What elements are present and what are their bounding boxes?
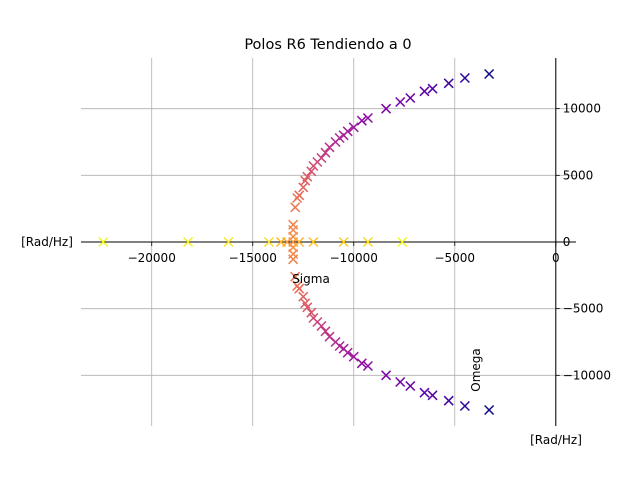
- pole-marker: [381, 370, 392, 381]
- pole-marker: [263, 236, 274, 248]
- pole-marker: [342, 347, 353, 358]
- x-axis-label: Sigma: [292, 272, 330, 286]
- pole-marker: [338, 236, 349, 248]
- pole-marker: [348, 351, 359, 362]
- pole-marker: [443, 395, 454, 406]
- pole-marker: [306, 307, 317, 318]
- pole-marker: [459, 72, 470, 84]
- pole-marker: [302, 302, 313, 313]
- pole-marker: [405, 380, 416, 392]
- pole-marker: [484, 68, 495, 80]
- y-tick-label: 0: [563, 235, 571, 249]
- y-tick-label: −10000: [563, 368, 611, 382]
- pole-marker: [316, 320, 327, 332]
- pole-marker: [427, 390, 438, 401]
- chart-title: Polos R6 Tendiendo a 0: [244, 37, 411, 53]
- pole-marker: [362, 236, 373, 248]
- pole-marker: [288, 254, 299, 265]
- axis-ticks: −20000 −15000 −10000 −5000 0 −10000 −5000 0 5000…: [128, 102, 611, 383]
- pole-marker: [397, 236, 408, 248]
- pole-marker: [356, 358, 367, 369]
- x-tick-label: −5000: [434, 251, 475, 265]
- pole-marker: [362, 360, 373, 372]
- pole-marker: [443, 78, 454, 89]
- pole-marker: [427, 83, 438, 94]
- pole-marker: [290, 271, 301, 282]
- y-tick-label: −5000: [563, 302, 604, 316]
- y-unit-label: [Rad/Hz]: [530, 433, 582, 447]
- pole-marker: [362, 112, 373, 124]
- x-tick-label: 0: [552, 251, 560, 265]
- x-tick-label: −15000: [229, 251, 277, 265]
- pole-marker: [294, 236, 305, 248]
- pole-marker: [484, 404, 495, 416]
- y-axis-label: Omega: [469, 348, 483, 392]
- pole-marker: [356, 115, 367, 126]
- pole-marker: [459, 400, 470, 412]
- x-unit-label: [Rad/Hz]: [21, 235, 73, 249]
- x-tick-label: −10000: [330, 251, 378, 265]
- pole-marker: [223, 236, 234, 248]
- pole-marker: [292, 192, 303, 204]
- pole-marker: [298, 291, 309, 302]
- pole-marker: [395, 376, 406, 388]
- pole-marker: [324, 142, 335, 153]
- x-tick-label: −20000: [128, 251, 176, 265]
- pole-marker: [348, 122, 359, 133]
- pole-marker: [308, 160, 319, 172]
- pole-marker: [275, 236, 287, 248]
- pole-marker: [320, 147, 331, 158]
- pole-marker: [98, 236, 109, 248]
- pole-marker: [183, 236, 194, 248]
- pole-marker: [381, 103, 392, 114]
- pole-marker: [320, 326, 331, 337]
- pole-marker: [306, 166, 317, 177]
- pole-marker: [298, 182, 309, 193]
- pole-marker: [294, 283, 305, 294]
- pole-marker: [395, 96, 406, 108]
- pole-marker: [419, 86, 430, 97]
- pole-marker: [300, 175, 311, 186]
- pole-marker: [405, 92, 416, 104]
- pole-marker: [419, 387, 430, 398]
- pole-marker: [308, 236, 319, 248]
- pole-marker: [290, 202, 301, 213]
- pole-markers: [98, 68, 495, 416]
- y-tick-label: 10000: [563, 102, 601, 116]
- y-tick-label: 5000: [563, 168, 594, 182]
